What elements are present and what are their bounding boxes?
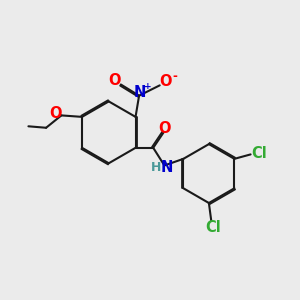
Text: N: N [134,85,146,100]
Text: N: N [160,160,173,175]
Text: Cl: Cl [205,220,220,235]
Text: +: + [143,82,151,91]
Text: O: O [158,121,171,136]
Text: O: O [109,74,121,88]
Text: Cl: Cl [251,146,267,161]
Text: -: - [172,70,177,83]
Text: O: O [49,106,62,121]
Text: H: H [151,161,161,174]
Text: O: O [159,74,172,89]
